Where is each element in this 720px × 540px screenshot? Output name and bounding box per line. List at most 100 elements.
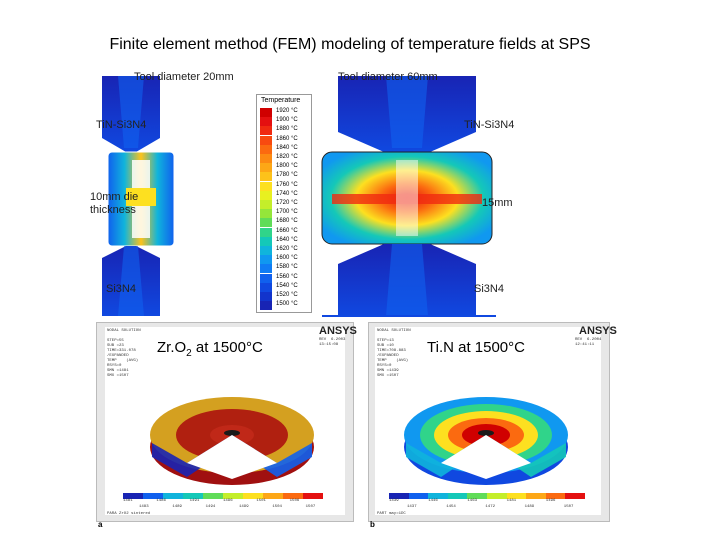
legend-swatch <box>260 135 272 145</box>
simulation-a-brand: ANSYS <box>319 325 357 337</box>
legend-label: 1900 °C <box>276 117 298 124</box>
left-top-material: TiN-Si3N4 <box>96 119 147 131</box>
scale-cell <box>263 493 283 499</box>
scale-cell <box>303 493 323 499</box>
legend-entry: 1840 °C <box>260 144 310 154</box>
legend-entry: 1720 °C <box>260 199 310 209</box>
scale-label: 1472 <box>485 505 495 509</box>
simulation-b-version: REV 6.2004 12:41:11 <box>575 338 602 347</box>
legend-label: 1820 °C <box>276 154 298 160</box>
simulation-panel-a: NODAL SOLUTION STEP=55 SUB =23 TIME=331.… <box>96 322 357 522</box>
scale-label: 1481 <box>506 499 517 503</box>
simulation-b-color-scale <box>389 493 585 499</box>
legend-entry: 1880 °C <box>260 125 310 136</box>
legend-entry: 1860 °C <box>260 135 310 145</box>
scale-cell <box>565 493 585 499</box>
scale-label: 1507 <box>563 505 574 509</box>
scale-label: 1496 <box>545 499 556 503</box>
legend-entry: 1500 °C <box>260 300 310 311</box>
legend-swatch <box>260 292 272 301</box>
legend-swatch <box>260 172 272 182</box>
scale-label: 1463 <box>467 499 477 503</box>
simulation-a-color-scale <box>123 493 323 499</box>
legend-label: 1620 °C <box>276 246 298 252</box>
simulation-b-brand: ANSYS <box>579 325 617 337</box>
legend-entry: 1600 °C <box>260 254 310 265</box>
die-thickness-label-1: 10mm die <box>90 191 139 203</box>
simulation-b-scale-labels-top: 1439 1446 1463 1481 1496 <box>389 499 585 505</box>
scale-label: 1437 <box>407 505 417 509</box>
scale-cell <box>389 493 409 499</box>
legend-entry: 1660 °C <box>260 227 310 237</box>
scale-cell <box>487 493 507 499</box>
legend-swatch <box>260 126 272 136</box>
scale-cell <box>506 493 527 499</box>
legend-entry: 1780 °C <box>260 171 310 182</box>
scale-cell <box>447 493 468 499</box>
legend-entry: 1560 °C <box>260 273 310 283</box>
scale-label: 1499 <box>239 505 249 509</box>
scale-label: 1496 <box>223 499 233 503</box>
legend-swatch <box>260 190 272 200</box>
left-bottom-material: Si3N4 <box>106 283 136 295</box>
legend-swatch <box>260 282 272 292</box>
legend-title: Temperature <box>261 97 301 104</box>
scale-cell <box>408 493 429 499</box>
legend-entry: 1640 °C <box>260 236 310 246</box>
legend-swatch <box>260 255 272 265</box>
legend-label: 1860 °C <box>276 135 298 142</box>
legend-swatch <box>260 273 272 283</box>
simulation-b-footer: PART may=1DC <box>377 512 406 516</box>
legend-label: 1720 °C <box>276 200 298 206</box>
legend-swatch <box>260 209 272 219</box>
legend-swatch <box>260 117 272 127</box>
simulation-a-scale-labels-top: 1481 1486 1491 1496 1501 1506 <box>123 499 323 505</box>
simulation-a-footer: PARA ZrO2 sintered <box>107 512 151 516</box>
simulation-panel-b: NODAL SOLUTION STEP=13 SUB =10 TIME=708.… <box>368 322 617 522</box>
simulation-b-caption: Ti.N at 1500°C <box>427 339 525 356</box>
scale-label: 1483 <box>139 505 149 509</box>
legend-label: 1580 °C <box>276 264 298 271</box>
scale-label: 1454 <box>446 505 456 509</box>
scale-label: 1489 <box>524 505 535 509</box>
legend-swatch <box>260 301 272 311</box>
legend-entry: 1580 °C <box>260 263 310 274</box>
legend-label: 1600 °C <box>276 255 298 262</box>
legend-entry: 1680 °C <box>260 217 310 228</box>
scale-cell <box>243 493 263 499</box>
legend-entry: 1920 °C <box>260 107 310 117</box>
legend-label: 1740 °C <box>276 190 298 197</box>
legend-label: 1920 °C <box>276 108 298 114</box>
legend-entry: 1540 °C <box>260 282 310 292</box>
scale-cell <box>143 493 163 499</box>
legend-swatch <box>260 236 272 246</box>
legend-label: 1760 °C <box>276 181 298 188</box>
legend-label: 1700 °C <box>276 209 298 216</box>
legend-swatch <box>260 108 272 117</box>
scale-cell <box>467 493 487 499</box>
right-tool-heading: Tool diameter 60mm <box>338 71 438 83</box>
scale-label: 1507 <box>305 505 316 509</box>
legend-label: 1500 °C <box>276 301 298 308</box>
simulation-a-header: NODAL SOLUTION STEP=55 SUB =23 TIME=331.… <box>107 329 141 378</box>
die-thickness-label-2: thickness <box>90 204 136 216</box>
scale-cell <box>163 493 183 499</box>
legend-swatch <box>260 227 272 237</box>
right-top-material: TiN-Si3N4 <box>464 119 515 131</box>
legend-label: 1660 °C <box>276 227 298 234</box>
legend-entry: 1740 °C <box>260 190 310 200</box>
temperature-legend: Temperature 1920 °C 1900 °C 1880 °C 1860 °C… <box>256 94 312 313</box>
scale-label: 1486 <box>156 499 166 503</box>
dimension-label: 15mm <box>482 197 513 209</box>
simulation-a-scale-labels-bottom: 1483 1489 1494 1499 1504 1507 <box>123 505 323 511</box>
simulation-b-scale-labels-bottom: 1437 1454 1472 1489 1507 <box>389 505 585 511</box>
legend-swatch <box>260 246 272 255</box>
legend-swatch <box>260 200 272 209</box>
legend-label: 1540 °C <box>276 282 298 289</box>
scale-label: 1489 <box>172 505 182 509</box>
legend-label: 1520 °C <box>276 292 298 298</box>
legend-swatch <box>260 144 272 154</box>
simulation-a-caption: Zr.O2 at 1500°C <box>157 339 263 359</box>
scale-cell <box>283 493 303 499</box>
scale-label: 1506 <box>289 499 300 503</box>
